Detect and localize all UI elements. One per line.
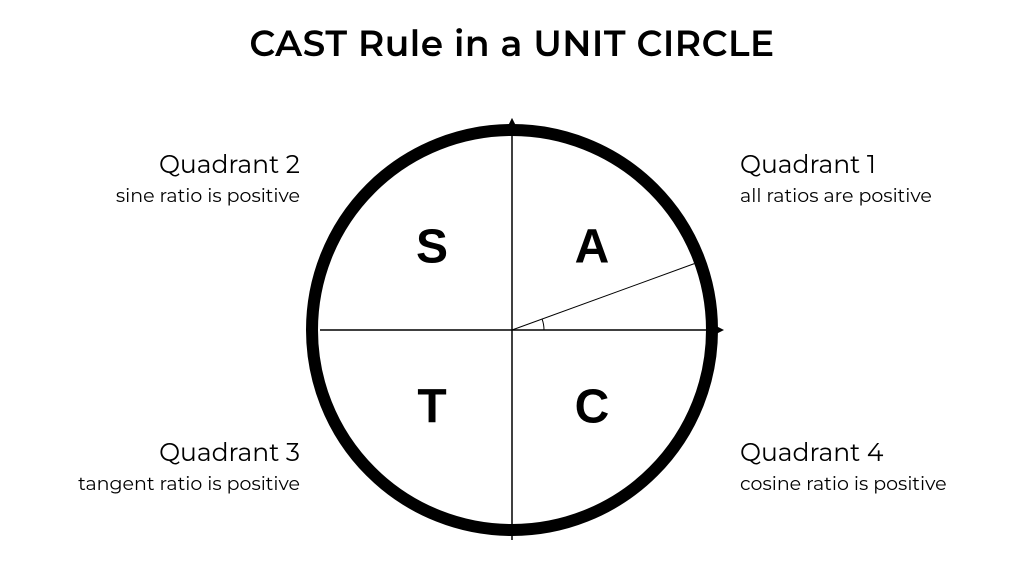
letter-c: C	[575, 381, 610, 434]
letter-a: A	[575, 221, 610, 274]
letter-t: T	[417, 381, 446, 434]
unit-circle: A S T C	[0, 0, 1024, 576]
diagram-stage: CAST Rule in a UNIT CIRCLE Quadrant 1 al…	[0, 0, 1024, 576]
letter-s: S	[416, 221, 448, 274]
